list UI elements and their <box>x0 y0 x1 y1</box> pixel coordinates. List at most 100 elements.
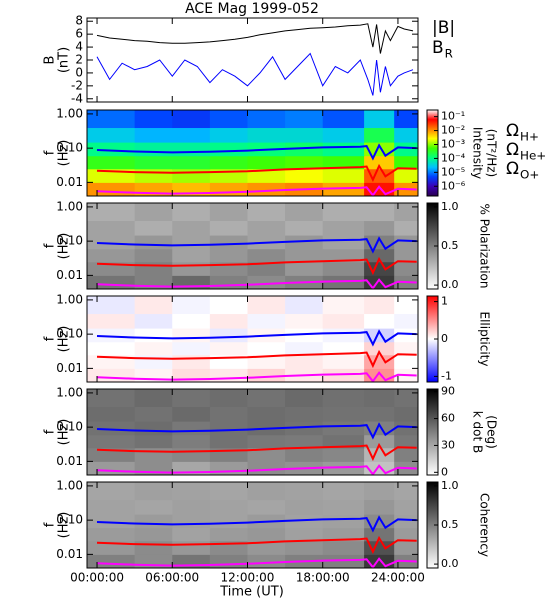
heatmap-cell <box>322 421 365 436</box>
heatmap-cell <box>247 389 286 408</box>
y-tick-label: 4 <box>75 40 83 54</box>
heatmap-cell <box>87 514 136 529</box>
heatmap-cell <box>172 296 211 315</box>
heatmap-cell <box>87 499 136 515</box>
heatmap-cell <box>134 514 173 529</box>
heatmap-cell <box>87 235 136 250</box>
heatmap-cell <box>247 168 286 183</box>
heatmap-cell <box>134 248 173 263</box>
heatmap-cell <box>247 447 286 462</box>
heatmap-cell <box>172 248 211 263</box>
heatmap-cell <box>285 313 324 329</box>
heatmap-cell <box>134 447 173 462</box>
heatmap-cell <box>364 248 395 263</box>
heatmap-cell <box>322 248 365 263</box>
heatmap-cell <box>364 499 395 515</box>
heatmap-cell <box>247 341 286 356</box>
y-tick-label: 0.10 <box>56 234 83 248</box>
y-axis-label: f <box>43 150 58 155</box>
heatmap-cell <box>87 389 136 408</box>
heatmap-cell <box>285 142 324 157</box>
heatmap-cell <box>134 155 173 170</box>
heatmap-cell <box>209 235 248 250</box>
heatmap-cell <box>322 142 365 157</box>
y-tick-label: 0.10 <box>56 420 83 434</box>
heatmap-cell <box>247 482 286 501</box>
frequency-line <box>96 329 417 347</box>
heatmap-cell <box>87 296 136 315</box>
heatmap-cell <box>364 421 395 436</box>
heatmap-cell <box>134 127 173 143</box>
y-tick-label: 0.01 <box>56 454 83 468</box>
frequency-line <box>96 256 417 276</box>
heatmap-cell <box>285 168 324 183</box>
heatmap-cell <box>364 203 395 222</box>
heatmap-cell <box>364 328 395 343</box>
heatmap-cell <box>285 514 324 529</box>
heatmap-cell <box>322 354 365 369</box>
colorbar-tick-label: 0 <box>441 465 448 478</box>
heatmap-cell <box>285 296 324 315</box>
heatmap-cell <box>364 296 395 315</box>
heatmap-cell <box>87 313 136 329</box>
heatmap-cell <box>394 328 418 343</box>
heatmap-cell <box>209 341 248 356</box>
heatmap-cell <box>247 203 286 222</box>
heatmap-cell <box>209 406 248 422</box>
heatmap-cell <box>209 155 248 170</box>
heatmap-cell <box>322 482 365 501</box>
heatmap-cell <box>172 354 211 369</box>
colorbar-tick-label: 10⁻³ <box>441 137 465 150</box>
legend-subscript: O+ <box>520 167 539 181</box>
colorbar-tick-label: 1 <box>441 295 448 308</box>
heatmap-cell <box>394 540 418 555</box>
heatmap-cell <box>322 296 365 315</box>
heatmap-cell <box>322 220 365 236</box>
colorbar-tick-label: 1.0 <box>441 479 459 492</box>
heatmap-cell <box>364 434 395 449</box>
y-axis-label: (Hz) <box>57 140 72 167</box>
heatmap-cell <box>247 220 286 236</box>
plot-frame <box>86 295 419 383</box>
heatmap-cell <box>322 514 365 529</box>
y-axis-label: (nT) <box>57 47 72 73</box>
heatmap-cell <box>209 461 248 475</box>
heatmap-cell <box>209 313 248 329</box>
frequency-line <box>96 515 417 533</box>
heatmap-cell <box>364 127 395 143</box>
heatmap-cell <box>247 434 286 449</box>
heatmap-cell <box>247 527 286 542</box>
y-tick-label: -2 <box>71 78 83 92</box>
heatmap-cell <box>209 527 248 542</box>
heatmap-cell <box>394 421 418 436</box>
heatmap-cell <box>209 110 248 129</box>
heatmap-cell <box>364 389 395 408</box>
heatmap-cell <box>172 527 211 542</box>
heatmap-cell <box>209 142 248 157</box>
heatmap-cell <box>209 182 248 196</box>
plot-frame <box>86 109 419 197</box>
heatmap-cell <box>87 182 136 196</box>
frequency-line <box>96 442 417 462</box>
chart-title: ACE Mag 1999-052 <box>185 1 319 17</box>
colorbar-label: Ellipticity <box>478 312 492 367</box>
x-tick-label: 00:00:00 <box>70 571 124 585</box>
heatmap-cell <box>209 127 248 143</box>
heatmap-cell <box>247 354 286 369</box>
heatmap-cell <box>172 421 211 436</box>
heatmap-cell <box>209 499 248 515</box>
heatmap-cell <box>322 261 365 276</box>
heatmap-cell <box>87 275 136 289</box>
heatmap-cell <box>209 482 248 501</box>
y-axis-label: (Hz) <box>57 419 72 446</box>
plot-frame <box>86 202 419 290</box>
heatmap-cell <box>134 235 173 250</box>
data-line <box>96 23 414 54</box>
heatmap-cell <box>394 499 418 515</box>
heatmap-cell <box>364 110 395 129</box>
heatmap-cell <box>209 389 248 408</box>
heatmap-cell <box>134 220 173 236</box>
heatmap-cell <box>247 110 286 129</box>
heatmap-cell <box>247 461 286 475</box>
heatmap-cell <box>209 275 248 289</box>
